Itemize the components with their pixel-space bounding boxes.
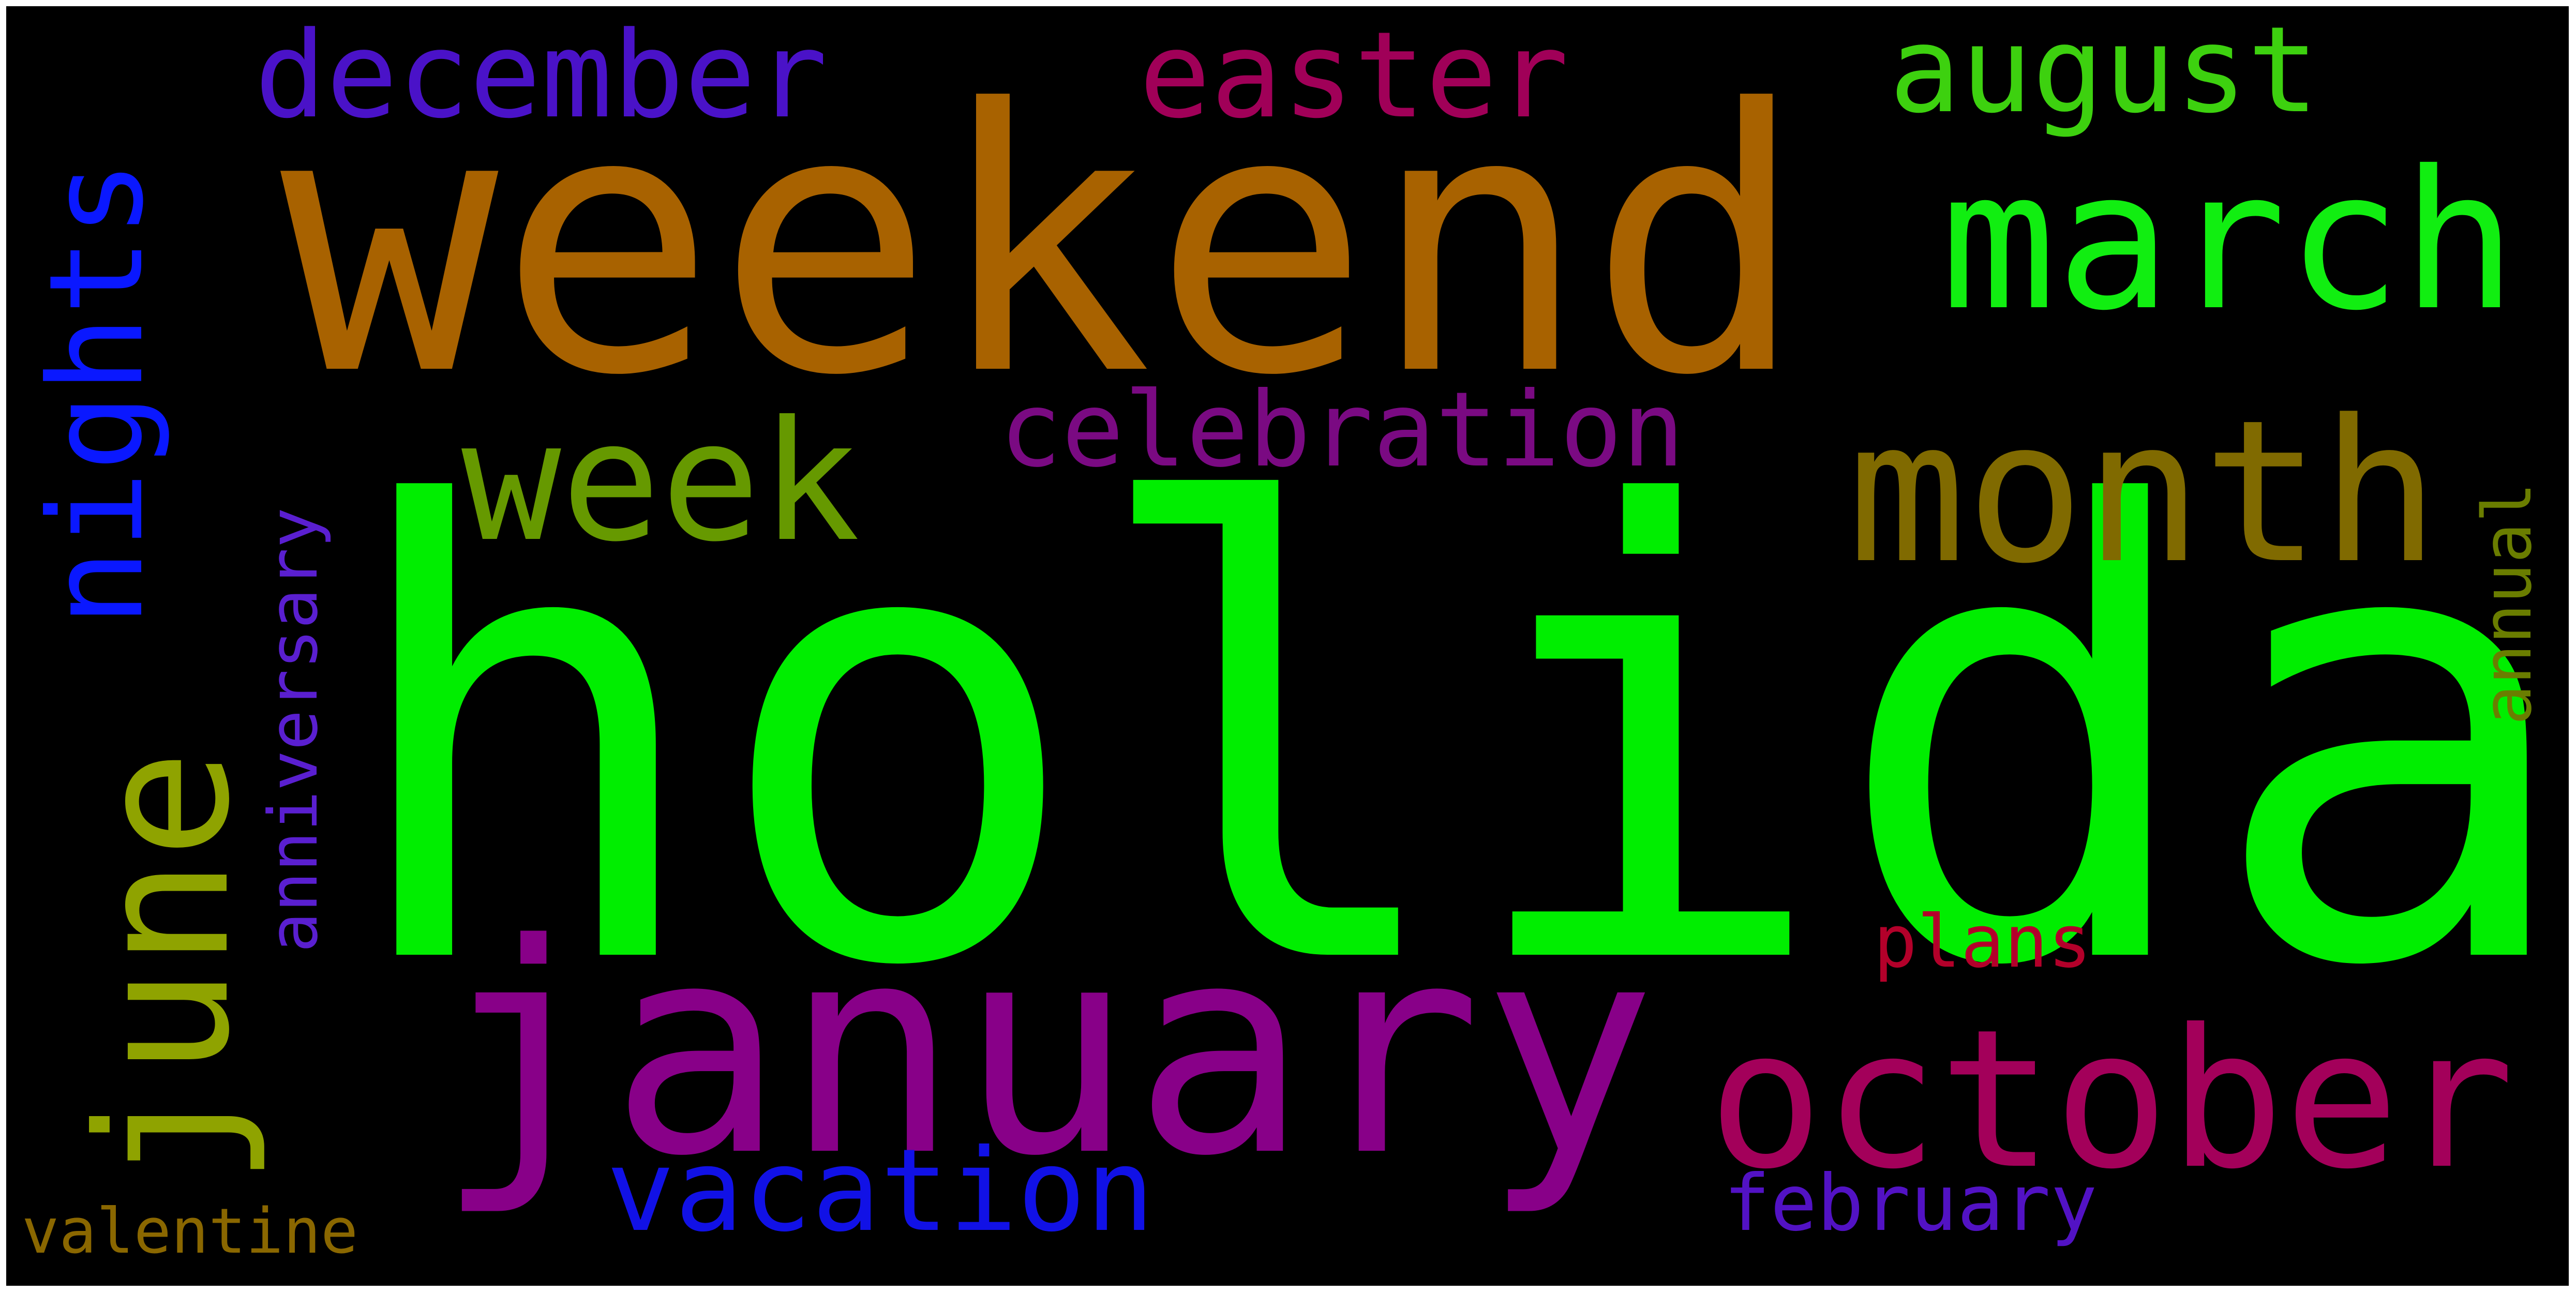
word-january: january [436, 882, 1657, 1220]
word-august: august [1889, 6, 2319, 140]
word-june: june [58, 749, 269, 1185]
word-holiday: holiday [337, 379, 2569, 1102]
word-celebration: celebration [999, 370, 1685, 490]
word-month: month [1848, 378, 2439, 607]
word-annual: annual [2468, 482, 2547, 725]
word-december: december [254, 7, 828, 145]
word-february: february [1724, 1159, 2098, 1249]
word-cloud: holiday weekend january october march mo… [6, 6, 2569, 1286]
word-easter: easter [1139, 7, 1569, 145]
word-march: march [1941, 130, 2517, 353]
word-week: week [461, 386, 860, 578]
word-anniversary: anniversary [254, 507, 333, 953]
word-weekend: weekend [280, 33, 1807, 455]
word-vacation: vacation [606, 1124, 1155, 1257]
word-october: october [1708, 989, 2515, 1211]
word-nights: nights [21, 159, 172, 627]
word-plans: plans [1874, 900, 2092, 984]
word-valentine: valentine [22, 1196, 358, 1268]
